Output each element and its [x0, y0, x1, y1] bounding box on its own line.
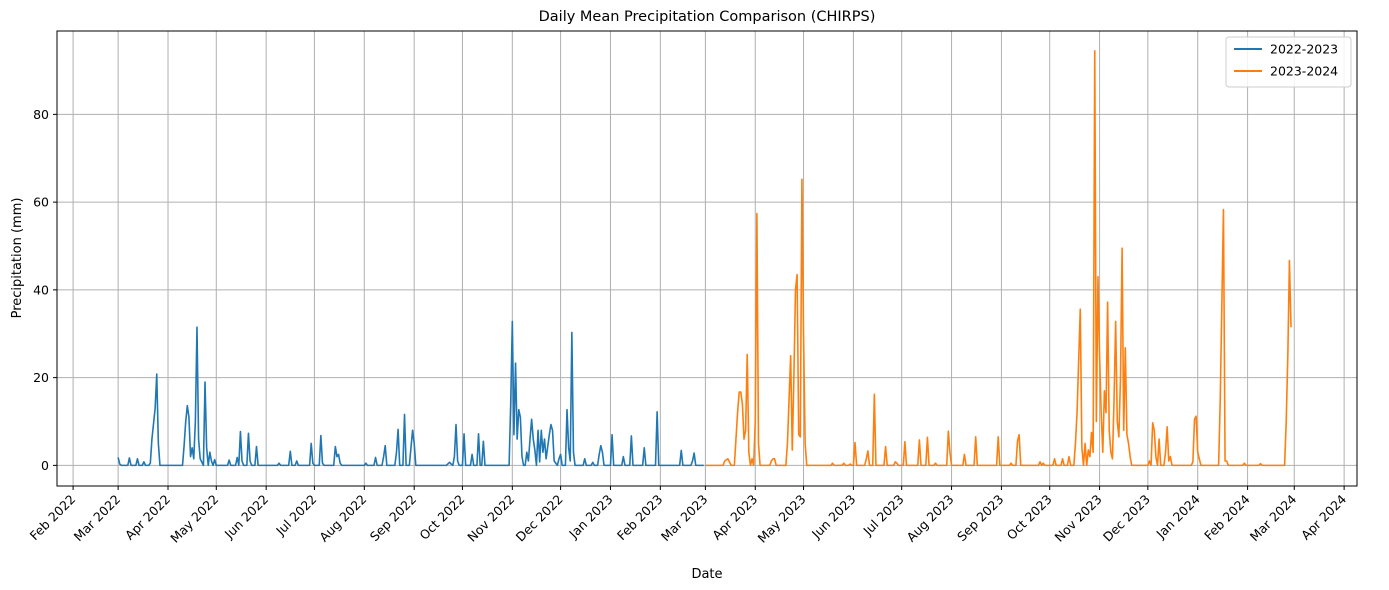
y-tick-label: 20	[33, 370, 49, 385]
series-line-2023-2024	[705, 49, 1292, 467]
x-axis-label: Date	[691, 567, 722, 582]
legend: 2022-2023 2023-2024	[1225, 36, 1352, 88]
series-lines	[117, 49, 1292, 467]
y-tick-label: 80	[33, 107, 49, 122]
y-tick-label: 40	[33, 282, 49, 297]
y-axis-label: Precipitation (mm)	[10, 198, 25, 319]
chart-title: Daily Mean Precipitation Comparison (CHI…	[539, 9, 876, 25]
y-axis: 0 20 40 60 80	[33, 107, 57, 473]
legend-label-2023-2024: 2023-2024	[1270, 64, 1338, 79]
legend-label-2022-2023: 2022-2023	[1270, 42, 1338, 57]
y-tick-label: 60	[33, 195, 49, 210]
series-line-2022-2023	[117, 320, 704, 467]
plot-area-frame	[56, 30, 1358, 487]
y-tick-label: 0	[41, 458, 49, 473]
